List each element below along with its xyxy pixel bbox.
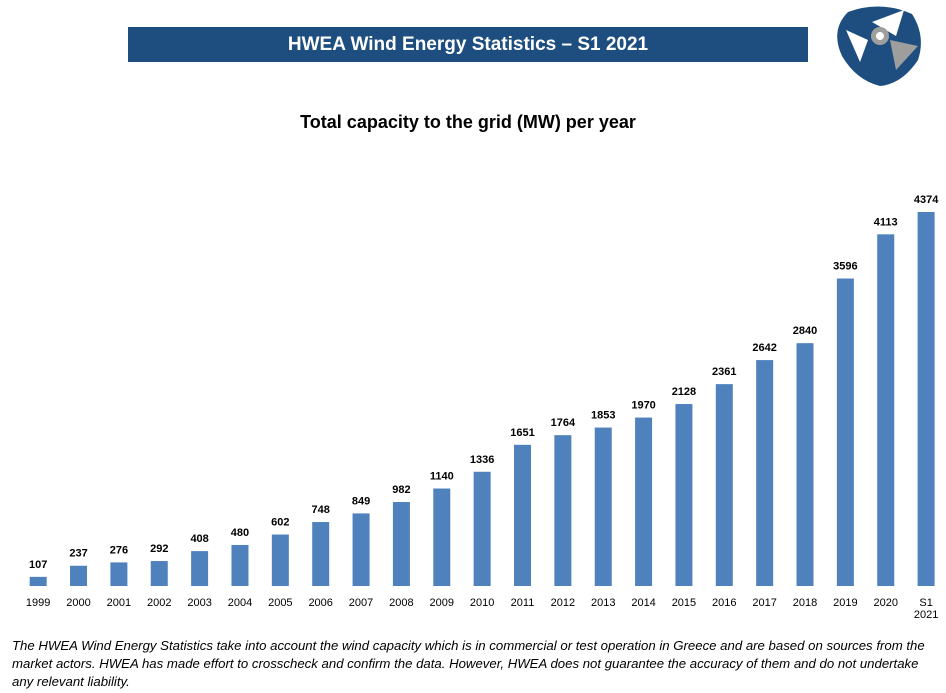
x-tick-label: 2012 xyxy=(550,597,576,609)
x-tick-label: 2004 xyxy=(227,597,253,609)
bar xyxy=(756,360,774,586)
value-label: 2840 xyxy=(793,325,817,337)
header-title: HWEA Wind Energy Statistics – S1 2021 xyxy=(287,33,649,55)
bar xyxy=(191,551,209,586)
x-tick-label: 2019 xyxy=(833,597,858,609)
bar xyxy=(877,234,895,586)
value-label: 4374 xyxy=(914,194,939,206)
x-tick-label: 2006 xyxy=(308,597,333,609)
x-tick-label: 2005 xyxy=(268,597,293,609)
footnote: The HWEA Wind Energy Statistics take int… xyxy=(12,638,925,689)
bar xyxy=(352,513,370,586)
x-tick-label: 2002 xyxy=(147,597,172,609)
value-label: 2642 xyxy=(752,342,776,354)
x-tick-label: 2000 xyxy=(66,597,91,609)
bar xyxy=(715,384,733,586)
x-tick-label: 2015 xyxy=(671,597,697,609)
bar xyxy=(150,561,168,586)
x-tick-label: 2013 xyxy=(590,597,616,609)
x-tick-label: 1999 xyxy=(25,597,51,609)
value-label: 480 xyxy=(231,527,249,539)
chart-title: Total capacity to the grid (MW) per year xyxy=(300,112,636,132)
x-tick-label: 2011 xyxy=(510,597,535,609)
value-label: 2128 xyxy=(672,386,696,398)
x-tick-label: 2008 xyxy=(389,597,414,609)
value-label: 748 xyxy=(312,504,330,516)
x-tick-label: 2003 xyxy=(187,597,212,609)
bar xyxy=(29,576,47,586)
x-tick-label: 2007 xyxy=(348,597,374,609)
bar xyxy=(514,444,531,586)
bar xyxy=(836,278,854,586)
value-label: 1651 xyxy=(510,427,534,439)
bar xyxy=(433,488,451,586)
bar xyxy=(594,427,612,586)
x-tick-label: 2009 xyxy=(429,597,454,609)
header-banner: HWEA Wind Energy Statistics – S1 2021 xyxy=(128,27,808,62)
value-label: 3596 xyxy=(833,261,857,273)
value-label: 2361 xyxy=(712,366,736,378)
bar xyxy=(917,212,935,586)
value-label: 1970 xyxy=(631,400,655,412)
x-tick-label: 2016 xyxy=(712,597,737,609)
bar xyxy=(312,522,330,586)
value-label: 1336 xyxy=(470,454,494,466)
bar xyxy=(70,565,88,586)
bar xyxy=(271,534,289,586)
value-label: 1140 xyxy=(430,471,454,483)
value-label: 4113 xyxy=(874,216,898,228)
value-label: 602 xyxy=(271,517,289,529)
x-tick-label: 2010 xyxy=(469,597,495,609)
value-label: 276 xyxy=(110,544,128,556)
x-tick-label: 2020 xyxy=(873,597,898,609)
value-label: 1764 xyxy=(551,417,576,429)
x-tick-label: 2018 xyxy=(792,597,818,609)
x-tick-label: 2017 xyxy=(752,597,777,609)
value-label: 1853 xyxy=(591,410,615,422)
value-label: 107 xyxy=(29,559,47,571)
logo xyxy=(837,6,921,86)
bar xyxy=(473,471,491,586)
bar xyxy=(635,417,653,586)
x-tick-label: S1 2021 xyxy=(913,597,939,621)
bar xyxy=(554,435,572,586)
bar xyxy=(231,544,249,586)
value-label: 292 xyxy=(150,543,168,555)
value-label: 849 xyxy=(352,495,370,507)
bar xyxy=(110,562,128,586)
x-tick-label: 2001 xyxy=(106,597,132,609)
bar xyxy=(796,343,814,586)
value-label: 408 xyxy=(190,533,208,545)
x-tick-label: 2014 xyxy=(631,597,656,609)
bar xyxy=(392,502,410,586)
value-label: 982 xyxy=(392,484,410,496)
bar xyxy=(675,404,693,586)
value-label: 237 xyxy=(69,548,87,560)
